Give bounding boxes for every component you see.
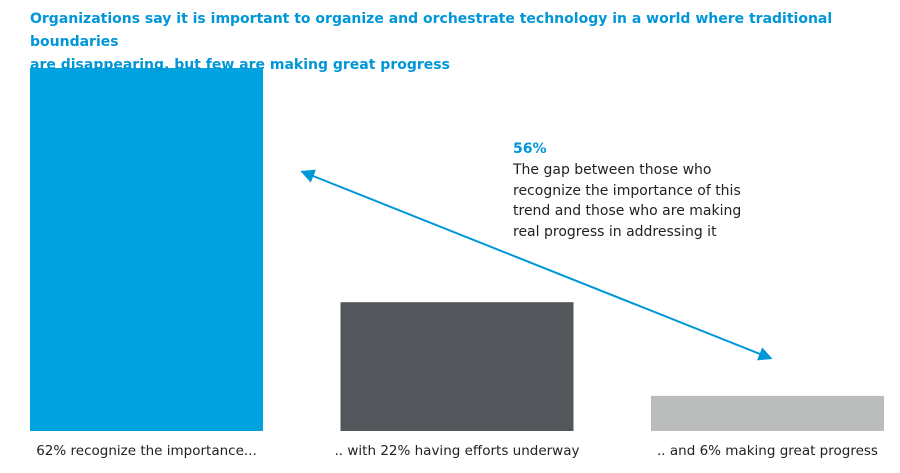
x-tick-label: .. and 6% making great progress [657, 443, 878, 459]
annotation-text: The gap between those who recognize the … [513, 162, 742, 240]
chart-title: Organizations say it is important to org… [30, 11, 833, 73]
bar [30, 68, 263, 431]
gap-arrow [300, 169, 773, 361]
bar [651, 395, 884, 431]
x-tick-label: 62% recognize the importance... [36, 443, 257, 459]
bar [340, 302, 574, 431]
annotation-value: 56% [513, 141, 547, 157]
x-tick-label: .. with 22% having efforts underway [335, 443, 580, 459]
